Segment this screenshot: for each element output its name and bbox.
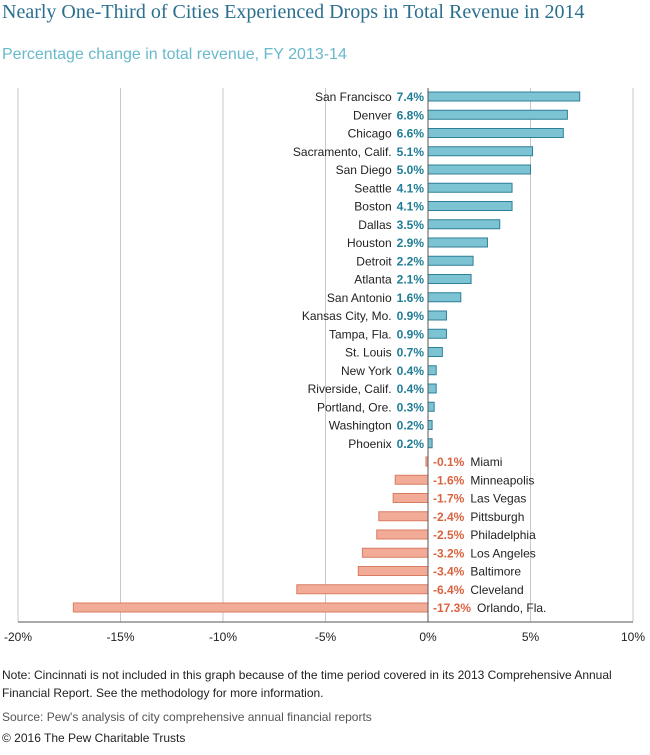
- bar: [357, 566, 429, 576]
- category-label: Los Angeles: [470, 546, 535, 560]
- value-label: 0.4%: [397, 364, 425, 378]
- value-label: 6.8%: [397, 108, 425, 122]
- bar: [427, 420, 433, 430]
- category-label: San Antonio: [327, 291, 392, 305]
- value-label: 0.2%: [397, 419, 425, 433]
- value-label: -1.7%: [433, 492, 465, 506]
- source-line: Source: Pew's analysis of city comprehen…: [2, 710, 372, 724]
- value-label: 0.4%: [397, 382, 425, 396]
- category-label: Tampa, Fla.: [329, 327, 392, 341]
- bar: [427, 328, 447, 339]
- bar: [427, 383, 437, 394]
- value-label: -3.4%: [433, 565, 465, 579]
- category-label: Riverside, Calif.: [308, 382, 392, 396]
- bar: [361, 547, 429, 558]
- category-label: Chicago: [348, 127, 392, 141]
- category-label: Sacramento, Calif.: [293, 145, 392, 159]
- value-label: 0.9%: [397, 309, 425, 323]
- value-label: 1.6%: [397, 291, 425, 305]
- x-tick-label: -15%: [106, 630, 134, 644]
- bar: [376, 529, 429, 540]
- value-label: 4.1%: [397, 200, 425, 214]
- category-label: Minneapolis: [470, 473, 534, 487]
- category-label: Houston: [347, 236, 392, 250]
- bar: [427, 274, 472, 284]
- chart-subtitle: Percentage change in total revenue, FY 2…: [2, 46, 347, 63]
- x-tick-label: 5%: [522, 630, 540, 644]
- x-tick-label: -10%: [209, 630, 237, 644]
- x-tick-label: 0%: [419, 630, 437, 644]
- value-label: 4.1%: [397, 181, 425, 195]
- bar: [427, 164, 531, 175]
- bar: [427, 255, 474, 266]
- footnote: Note: Cincinnati is not included in this…: [2, 668, 612, 700]
- bar: [378, 511, 429, 522]
- category-label: Denver: [353, 108, 392, 122]
- bar: [392, 493, 429, 503]
- bar: [427, 365, 437, 376]
- category-label: Orlando, Fla.: [477, 601, 546, 615]
- value-label: 2.2%: [397, 254, 425, 268]
- value-label: -17.3%: [433, 601, 471, 615]
- category-label: Boston: [354, 200, 391, 214]
- category-label: Miami: [470, 455, 502, 469]
- category-label: Portland, Ore.: [317, 400, 392, 414]
- bar: [427, 310, 447, 321]
- category-label: Atlanta: [354, 273, 392, 287]
- value-label: 2.9%: [397, 236, 425, 250]
- bar: [427, 146, 534, 157]
- value-label: -3.2%: [433, 546, 465, 560]
- value-label: 3.5%: [397, 218, 425, 232]
- value-label: 0.7%: [397, 346, 425, 360]
- bar: [427, 109, 568, 120]
- category-label: Baltimore: [470, 565, 521, 579]
- category-label: San Diego: [336, 163, 392, 177]
- category-label: Dallas: [358, 218, 391, 232]
- category-label: San Francisco: [315, 90, 392, 104]
- value-label: 7.4%: [397, 90, 425, 104]
- x-tick-label: -20%: [4, 630, 32, 644]
- category-label: Cleveland: [470, 583, 523, 597]
- value-label: 5.1%: [397, 145, 425, 159]
- category-label: Detroit: [356, 254, 392, 268]
- value-label: -2.4%: [433, 510, 465, 524]
- value-label: 0.3%: [397, 400, 425, 414]
- copyright-line: © 2016 The Pew Charitable Trusts: [2, 731, 186, 745]
- category-label: Pittsburgh: [470, 510, 524, 524]
- value-label: 6.6%: [397, 127, 425, 141]
- category-label: New York: [341, 364, 393, 378]
- bar: [427, 438, 433, 449]
- value-label: -1.6%: [433, 473, 465, 487]
- x-tick-label: 10%: [621, 630, 645, 644]
- bar: [394, 474, 429, 485]
- category-label: Kansas City, Mo.: [302, 309, 392, 323]
- value-label: -2.5%: [433, 528, 465, 542]
- bar: [427, 401, 435, 412]
- x-tick-label: -5%: [315, 630, 337, 644]
- revenue-change-bar-chart: -20% -15% -10% -5% 0% 5% 10% 7.4% San Francisco 6…: [4, 88, 645, 644]
- category-label: Washington: [329, 419, 392, 433]
- bar: [427, 219, 501, 230]
- category-label: Seattle: [354, 181, 392, 195]
- category-label: Phoenix: [348, 437, 391, 451]
- value-label: 0.2%: [397, 437, 425, 451]
- value-label: 2.1%: [397, 273, 425, 287]
- value-label: 5.0%: [397, 163, 425, 177]
- category-label: Las Vegas: [470, 492, 526, 506]
- category-label: St. Louis: [345, 346, 392, 360]
- bar: [427, 128, 564, 138]
- bar: [72, 602, 429, 613]
- bar: [427, 347, 443, 357]
- value-label: -6.4%: [433, 583, 465, 597]
- bar: [427, 91, 581, 102]
- bar: [427, 237, 488, 248]
- value-label: 0.9%: [397, 327, 425, 341]
- value-label: -0.1%: [433, 455, 465, 469]
- category-label: Philadelphia: [470, 528, 536, 542]
- bar: [296, 584, 429, 595]
- bar: [427, 201, 513, 211]
- chart-title: Nearly One-Third of Cities Experienced D…: [2, 1, 585, 23]
- bar: [427, 292, 462, 303]
- bar: [427, 182, 513, 193]
